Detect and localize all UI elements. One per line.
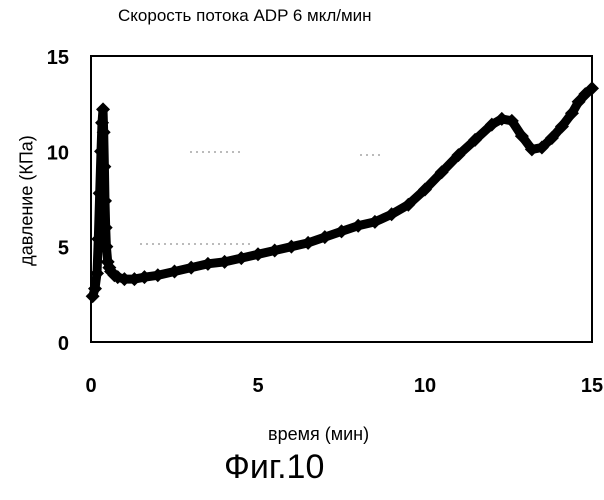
x-tick-label-0: 0 bbox=[85, 375, 96, 397]
figure-caption: Фиг.10 bbox=[224, 448, 324, 487]
x-tick-label-3: 15 bbox=[581, 375, 603, 397]
y-tick-label-1: 5 bbox=[58, 238, 69, 260]
figure: Скорость потока ADP 6 мкл/мин 0510150510… bbox=[0, 0, 604, 500]
y-tick-label-0: 0 bbox=[58, 333, 69, 355]
x-tick-label-2: 10 bbox=[414, 375, 436, 397]
plot-frame bbox=[91, 56, 592, 342]
x-axis-label: время (мин) bbox=[268, 424, 369, 445]
x-tick-label-1: 5 bbox=[252, 375, 263, 397]
y-tick-label-2: 10 bbox=[47, 142, 69, 164]
y-tick-label-3: 15 bbox=[47, 47, 69, 69]
y-axis-label: давление (КПа) bbox=[17, 126, 38, 276]
